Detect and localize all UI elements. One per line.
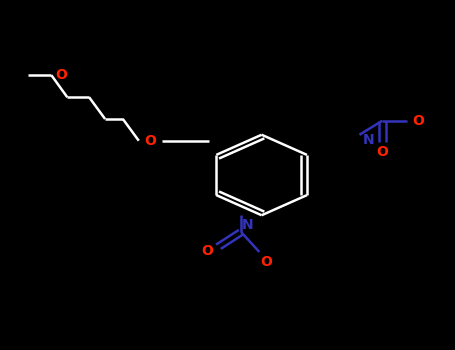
Text: N: N: [363, 133, 374, 147]
Text: O: O: [260, 256, 272, 270]
Text: O: O: [56, 68, 67, 82]
Text: O: O: [201, 244, 213, 258]
Text: O: O: [413, 114, 425, 128]
Text: N: N: [242, 218, 254, 232]
Text: O: O: [376, 145, 388, 159]
Text: O: O: [144, 134, 156, 148]
